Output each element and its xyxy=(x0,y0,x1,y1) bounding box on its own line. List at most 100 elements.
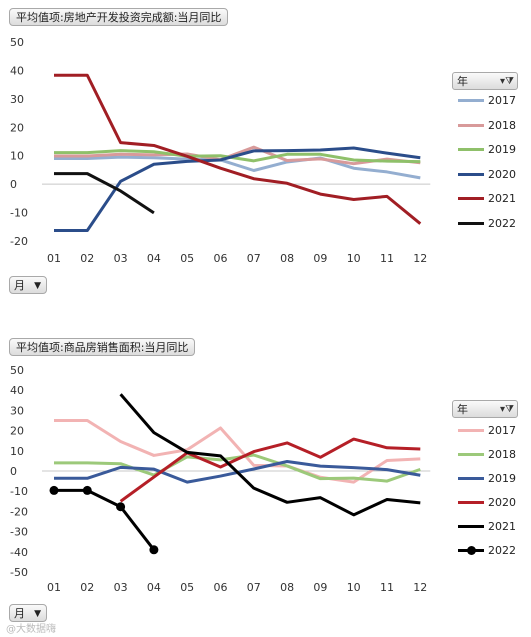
series-line-2022 xyxy=(54,172,155,215)
x-tick-label: 12 xyxy=(413,581,427,594)
series-line-2020 xyxy=(119,437,421,503)
month-field-label: 月 xyxy=(14,279,25,292)
x-tick-label: 09 xyxy=(313,581,327,594)
legend-label: 2018 xyxy=(488,118,516,132)
legend-label: 2019 xyxy=(488,143,516,156)
year-legend-filter-button[interactable]: 年 ▾⧩ xyxy=(452,400,518,418)
x-tick-label: 05 xyxy=(180,252,194,265)
series-line-2021 xyxy=(54,73,422,225)
legend-label: 2020 xyxy=(488,167,516,181)
legend-swatch xyxy=(458,123,484,127)
x-tick-label: 01 xyxy=(47,581,61,594)
x-tick-label: 02 xyxy=(80,252,94,265)
y-tick-label: -50 xyxy=(10,566,28,579)
series-2021 xyxy=(119,393,421,517)
series-2020 xyxy=(119,437,421,503)
legend-marker xyxy=(467,546,476,555)
legend-label: 2022 xyxy=(488,216,516,230)
x-tick-label: 12 xyxy=(413,252,427,265)
y-tick-label: -10 xyxy=(10,485,28,498)
month-field-label: 月 xyxy=(14,607,25,620)
series-line-2018 xyxy=(54,145,421,166)
y-tick-label: 50 xyxy=(10,364,24,377)
x-tick-label: 06 xyxy=(214,252,228,265)
series-line-2022 xyxy=(54,488,156,551)
x-tick-label: 09 xyxy=(313,252,327,265)
month-field-button[interactable]: 月 ▼ xyxy=(9,276,47,294)
legend-label: 2021 xyxy=(488,192,516,205)
year-legend-filter-button[interactable]: 年 ▾⧩ xyxy=(452,72,518,90)
legend-title: 年 xyxy=(457,75,468,88)
chart-panel-investment: 平均值项:房地产开发投资完成额:当月同比 50 40 30 20 10 0 -10 -20 01… xyxy=(0,0,531,310)
x-tick-label: 10 xyxy=(347,252,361,265)
legend-swatch xyxy=(458,525,484,528)
legend-swatch xyxy=(458,501,484,504)
data-point-2022 xyxy=(116,502,126,512)
y-tick-label: -40 xyxy=(10,546,28,559)
series-2018 xyxy=(54,145,421,166)
dropdown-arrow-icon: ▼ xyxy=(34,281,41,291)
x-tick-label: 06 xyxy=(214,581,228,594)
y-tick-label: 10 xyxy=(10,445,24,458)
y-tick-label: 0 xyxy=(10,178,17,191)
x-tick-label: 03 xyxy=(114,581,128,594)
series-2022 xyxy=(49,485,159,555)
legend-label: 2018 xyxy=(488,448,516,461)
y-tick-label: -10 xyxy=(10,207,28,220)
investment-line-chart: 50 40 30 20 10 0 -10 -20 01 02 03 04 05 06 07 08 09 10 11 1… xyxy=(10,36,431,265)
x-tick-label: 08 xyxy=(280,252,294,265)
legend-label: 2017 xyxy=(488,424,516,437)
filter-icon: ▾⧩ xyxy=(500,76,514,87)
y-tick-label: 20 xyxy=(10,425,24,438)
x-tick-label: 04 xyxy=(147,581,161,594)
x-tick-label: 08 xyxy=(280,581,294,594)
y-tick-label: -20 xyxy=(10,235,28,248)
chart-panel-sales-area: 平均值项:商品房销售面积:当月同比 50 40 30 20 10 0 -10 -20 -30 -4… xyxy=(0,330,531,637)
x-tick-label: 11 xyxy=(380,252,394,265)
series-line-2021 xyxy=(119,393,421,517)
legend-label: 2017 xyxy=(488,94,516,107)
x-tick-label: 07 xyxy=(247,252,261,265)
series-2018 xyxy=(54,453,421,483)
y-tick-label: 40 xyxy=(10,64,24,77)
series-line-2017 xyxy=(54,155,421,180)
dropdown-arrow-icon: ▼ xyxy=(34,609,41,619)
x-tick-label: 03 xyxy=(114,252,128,265)
series-line-2019 xyxy=(54,149,421,164)
y-tick-label: 40 xyxy=(10,384,24,397)
legend-label: 2019 xyxy=(488,472,516,485)
legend-swatch xyxy=(458,99,484,102)
month-field-button[interactable]: 月 ▼ xyxy=(9,604,47,622)
y-tick-label: 50 xyxy=(10,36,24,49)
filter-icon: ▾⧩ xyxy=(500,404,514,415)
sales-area-line-chart: 50 40 30 20 10 0 -10 -20 -30 -40 -50 01 02 03 04 05 06 07… xyxy=(10,364,431,594)
legend-swatch xyxy=(458,148,484,151)
y-tick-label: 20 xyxy=(10,121,24,134)
legend-swatch xyxy=(458,453,484,456)
value-field-button[interactable]: 平均值项:房地产开发投资完成额:当月同比 xyxy=(9,8,229,26)
x-tick-label: 02 xyxy=(80,581,94,594)
y-tick-label: -20 xyxy=(10,505,28,518)
legend-swatch xyxy=(458,429,484,432)
y-tick-label: -30 xyxy=(10,526,28,539)
x-tick-label: 07 xyxy=(247,581,261,594)
series-2022 xyxy=(54,172,155,215)
data-point-2022 xyxy=(82,485,92,495)
series-2019 xyxy=(54,149,421,164)
y-tick-label: 0 xyxy=(10,465,17,478)
series-line-2018 xyxy=(54,453,421,483)
legend-label: 2020 xyxy=(488,496,516,509)
legend-label: 2021 xyxy=(488,520,516,533)
x-tick-label: 05 xyxy=(180,581,194,594)
legend-swatch xyxy=(458,221,484,225)
y-tick-label: 30 xyxy=(10,93,24,106)
x-tick-label: 04 xyxy=(147,252,161,265)
y-tick-label: 30 xyxy=(10,404,24,417)
legend-swatch xyxy=(458,197,484,200)
series-2021 xyxy=(54,73,422,225)
legend-title: 年 xyxy=(457,403,468,416)
y-tick-label: 10 xyxy=(10,150,24,163)
data-point-2022 xyxy=(149,545,159,555)
value-field-button[interactable]: 平均值项:商品房销售面积:当月同比 xyxy=(9,338,196,356)
x-tick-label: 10 xyxy=(347,581,361,594)
